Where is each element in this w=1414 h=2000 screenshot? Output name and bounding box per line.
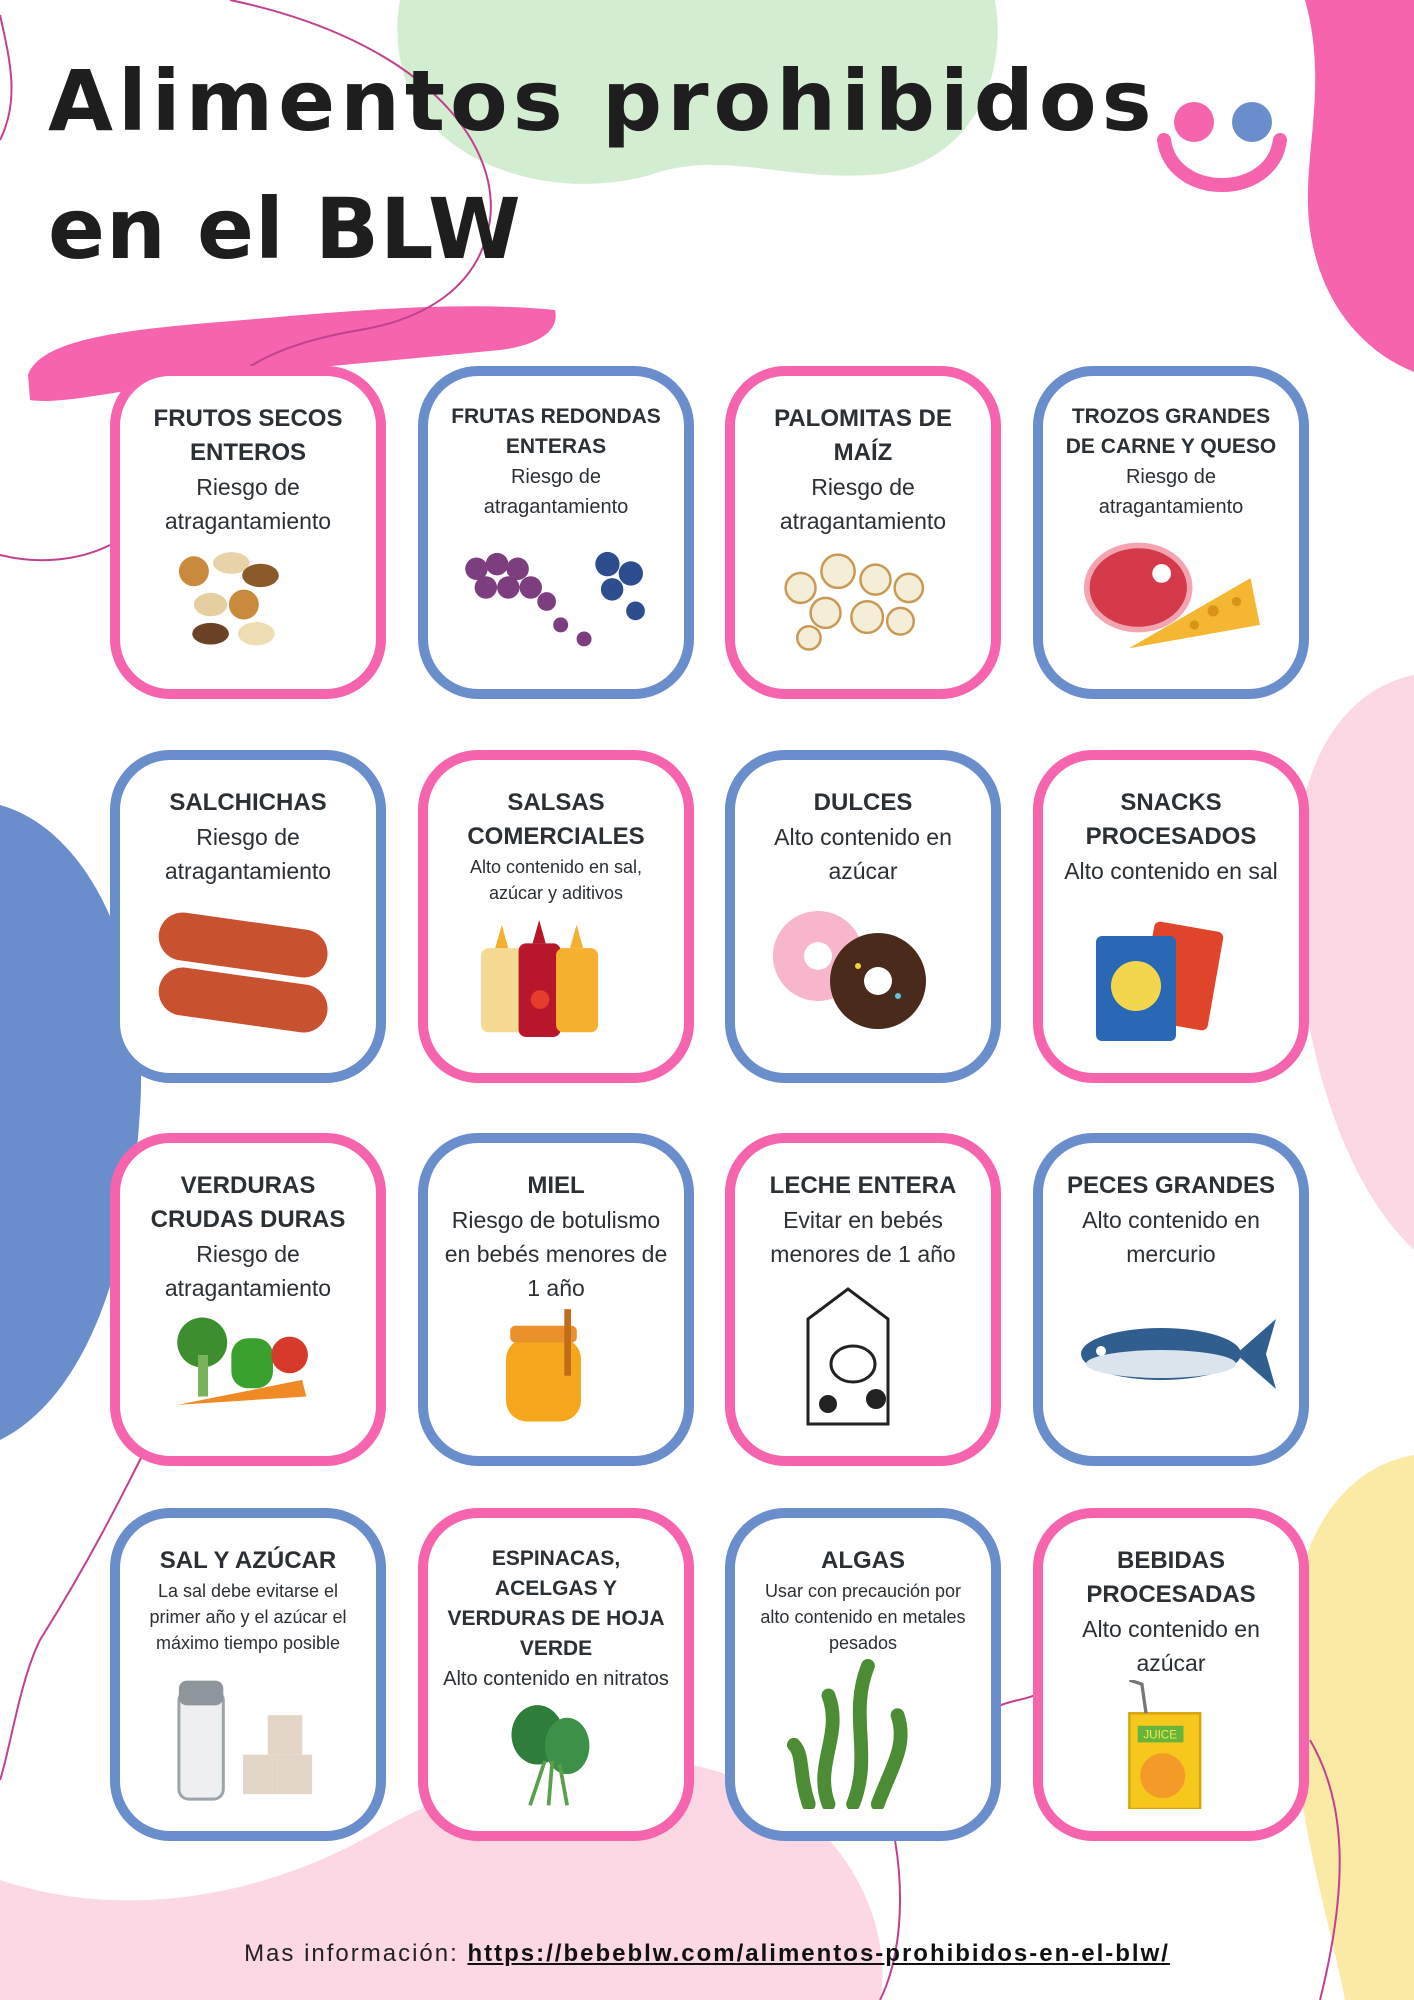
seaweed-icon	[786, 1658, 908, 1809]
card-subtitle: Riesgo de atragantamiento	[1098, 466, 1244, 518]
card-title: FRUTOS SECOS ENTEROS	[153, 405, 343, 466]
card-subtitle: Riesgo de atragantamiento	[779, 474, 947, 534]
sauce-bottles-icon	[481, 920, 599, 1037]
card-subtitle: Riesgo de atragantamiento	[164, 824, 332, 884]
yellow-blob-bottom-right	[1289, 1455, 1414, 2000]
card-subtitle: Riesgo de atragantamiento	[164, 474, 332, 534]
card-subtitle: Evitar en bebés menores de 1 año	[770, 1207, 956, 1267]
vegetables-icon	[177, 1317, 308, 1405]
food-card-salt-sugar: SAL Y AZÚCAR La sal debe evitarse el prim…	[110, 1508, 386, 1841]
card-title: MIEL	[527, 1172, 585, 1199]
juice-box-icon: JUICE	[1128, 1680, 1202, 1809]
card-title: LECHE ENTERA	[769, 1172, 957, 1199]
card-subtitle: Riesgo de botulismo en bebés menores de …	[444, 1207, 668, 1301]
food-card-juice-box: BEBIDAS PROCESADAS Alto contenido en azúc…	[1033, 1508, 1309, 1841]
pink-blob-top-right	[1305, 0, 1414, 372]
food-card-seaweed: ALGAS Usar con precaución por alto conten…	[725, 1508, 1001, 1841]
card-subtitle: Alto contenido en sal, azúcar y aditivos	[469, 857, 643, 903]
food-card-spinach: ESPINACAS, ACELGAS Y VERDURAS DE HOJA VE…	[418, 1508, 694, 1841]
card-title: SALSAS COMERCIALES	[467, 789, 645, 850]
footer-label: Mas información:	[244, 1940, 459, 1967]
meat-cheese-icon	[1084, 542, 1260, 649]
card-title: SAL Y AZÚCAR	[159, 1547, 337, 1574]
footer: Mas información: https://bebeblw.com/ali…	[0, 1940, 1414, 1968]
food-card-tuna-fish: PECES GRANDES Alto contenido en mercurio	[1033, 1133, 1309, 1466]
card-subtitle: Alto contenido en nitratos	[443, 1668, 669, 1690]
food-card-sausages: SALCHICHAS Riesgo de atragantamiento	[110, 750, 386, 1083]
grapes-blueberries-icon	[465, 551, 645, 647]
card-subtitle: Riesgo de atragantamiento	[164, 1241, 332, 1301]
spinach-icon	[511, 1705, 590, 1806]
more-info-link[interactable]: https://bebeblw.com/alimentos-prohibidos…	[467, 1940, 1170, 1967]
card-title: SNACKS PROCESADOS	[1085, 789, 1257, 850]
nuts-icon	[178, 552, 279, 646]
sausages-icon	[158, 912, 328, 1033]
milk-carton-icon	[806, 1287, 890, 1426]
salt-sugar-icon	[177, 1680, 313, 1801]
card-title: TROZOS GRANDES DE CARNE Y QUESO	[1065, 405, 1277, 458]
card-subtitle: Alto contenido en sal	[1064, 858, 1278, 884]
blue-blob-left	[0, 805, 142, 1440]
smiley-face-icon	[1157, 102, 1287, 192]
card-title: PECES GRANDES	[1066, 1172, 1276, 1199]
card-subtitle: Alto contenido en azúcar	[774, 824, 952, 884]
decorative-line	[0, 0, 1341, 2000]
food-card-popcorn: PALOMITAS DE MAÍZ Riesgo de atragantamien…	[725, 366, 1001, 699]
light-pink-blob-right	[1294, 675, 1414, 1250]
food-card-meat-cheese: TROZOS GRANDES DE CARNE Y QUESO Riesgo de…	[1033, 366, 1309, 699]
food-card-nuts: FRUTOS SECOS ENTEROS Riesgo de atragantam…	[110, 366, 386, 699]
card-subtitle: La sal debe evitarse el primer año y el …	[149, 1581, 347, 1653]
popcorn-icon	[784, 553, 925, 651]
food-card-sauce-bottles: SALSAS COMERCIALES Alto contenido en sal,…	[418, 750, 694, 1083]
card-title: ALGAS	[821, 1547, 905, 1574]
card-subtitle: Alto contenido en azúcar	[1082, 1616, 1260, 1676]
green-blob	[397, 0, 998, 184]
card-title: BEBIDAS PROCESADAS	[1086, 1547, 1256, 1608]
food-card-milk-carton: LECHE ENTERA Evitar en bebés menores de 1…	[725, 1133, 1001, 1466]
page-title-line1: Alimentos prohibidos	[48, 52, 1157, 150]
card-subtitle: Alto contenido en mercurio	[1082, 1207, 1260, 1267]
card-title: VERDURAS CRUDAS DURAS	[150, 1172, 346, 1233]
card-title: ESPINACAS, ACELGAS Y VERDURAS DE HOJA VE…	[447, 1547, 665, 1660]
card-title: SALCHICHAS	[169, 789, 327, 816]
food-card-honey-jar: MIEL Riesgo de botulismo en bebés menores…	[418, 1133, 694, 1466]
chips-bags-icon	[1096, 921, 1224, 1041]
card-subtitle: Riesgo de atragantamiento	[483, 466, 629, 518]
donuts-icon	[773, 911, 926, 1029]
card-title: PALOMITAS DE MAÍZ	[774, 405, 952, 466]
food-card-donuts: DULCES Alto contenido en azúcar	[725, 750, 1001, 1083]
juice-label: JUICE	[1143, 1728, 1177, 1741]
card-title: DULCES	[813, 789, 913, 816]
tuna-fish-icon	[1081, 1319, 1276, 1389]
food-card-chips-bags: SNACKS PROCESADOS Alto contenido en sal	[1033, 750, 1309, 1083]
honey-jar-icon	[506, 1309, 581, 1422]
card-title: FRUTAS REDONDAS ENTERAS	[451, 405, 661, 458]
card-subtitle: Usar con precaución por alto contenido e…	[760, 1581, 966, 1653]
page-title-line2: en el BLW	[48, 180, 522, 278]
food-card-grapes-blueberries: FRUTAS REDONDAS ENTERAS Riesgo de atragan…	[418, 366, 694, 699]
food-card-vegetables: VERDURAS CRUDAS DURAS Riesgo de atraganta…	[110, 1133, 386, 1466]
